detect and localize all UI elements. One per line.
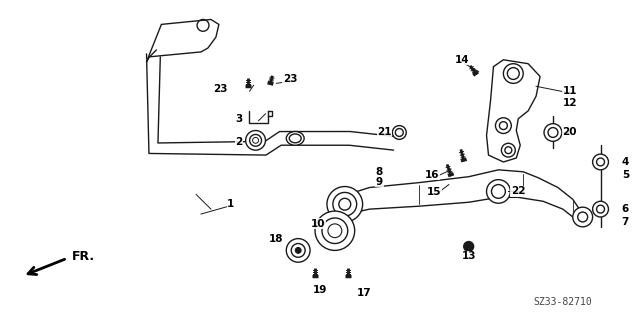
Text: 15: 15 — [427, 188, 442, 197]
Circle shape — [573, 207, 592, 227]
Text: 13: 13 — [461, 251, 476, 261]
Text: 1: 1 — [227, 199, 235, 209]
Text: 16: 16 — [425, 170, 439, 180]
Text: 10: 10 — [311, 219, 325, 229]
Circle shape — [286, 239, 310, 262]
Text: 11: 11 — [562, 86, 577, 96]
Circle shape — [327, 187, 362, 222]
Polygon shape — [348, 170, 583, 224]
Text: 4: 4 — [622, 157, 629, 167]
Text: 2: 2 — [235, 137, 242, 147]
Polygon shape — [146, 54, 395, 155]
Polygon shape — [486, 60, 540, 162]
Circle shape — [486, 180, 511, 203]
Circle shape — [245, 131, 265, 150]
Text: 23: 23 — [213, 84, 228, 94]
Text: 18: 18 — [269, 234, 284, 244]
Circle shape — [592, 201, 608, 217]
Text: 20: 20 — [562, 127, 577, 138]
Text: 17: 17 — [357, 288, 372, 298]
Text: 5: 5 — [622, 170, 629, 180]
Text: 3: 3 — [235, 114, 242, 124]
Text: 23: 23 — [283, 75, 298, 84]
Text: 6: 6 — [622, 204, 629, 214]
Text: 21: 21 — [377, 127, 392, 138]
Circle shape — [502, 143, 515, 157]
Circle shape — [504, 64, 523, 83]
Circle shape — [495, 118, 511, 133]
Circle shape — [315, 211, 355, 251]
Polygon shape — [146, 20, 219, 62]
Ellipse shape — [286, 132, 304, 145]
Circle shape — [295, 247, 301, 253]
Text: 8: 8 — [376, 167, 383, 177]
Text: 12: 12 — [562, 98, 577, 108]
Circle shape — [392, 126, 406, 140]
Circle shape — [464, 242, 473, 252]
Text: 7: 7 — [622, 217, 629, 227]
Text: SZ33-82710: SZ33-82710 — [534, 298, 592, 308]
Text: 9: 9 — [376, 177, 383, 187]
Circle shape — [544, 124, 562, 141]
Text: 22: 22 — [511, 187, 525, 196]
Text: FR.: FR. — [72, 250, 95, 263]
Text: 19: 19 — [313, 285, 327, 295]
Text: 14: 14 — [454, 55, 469, 65]
Circle shape — [592, 154, 608, 170]
